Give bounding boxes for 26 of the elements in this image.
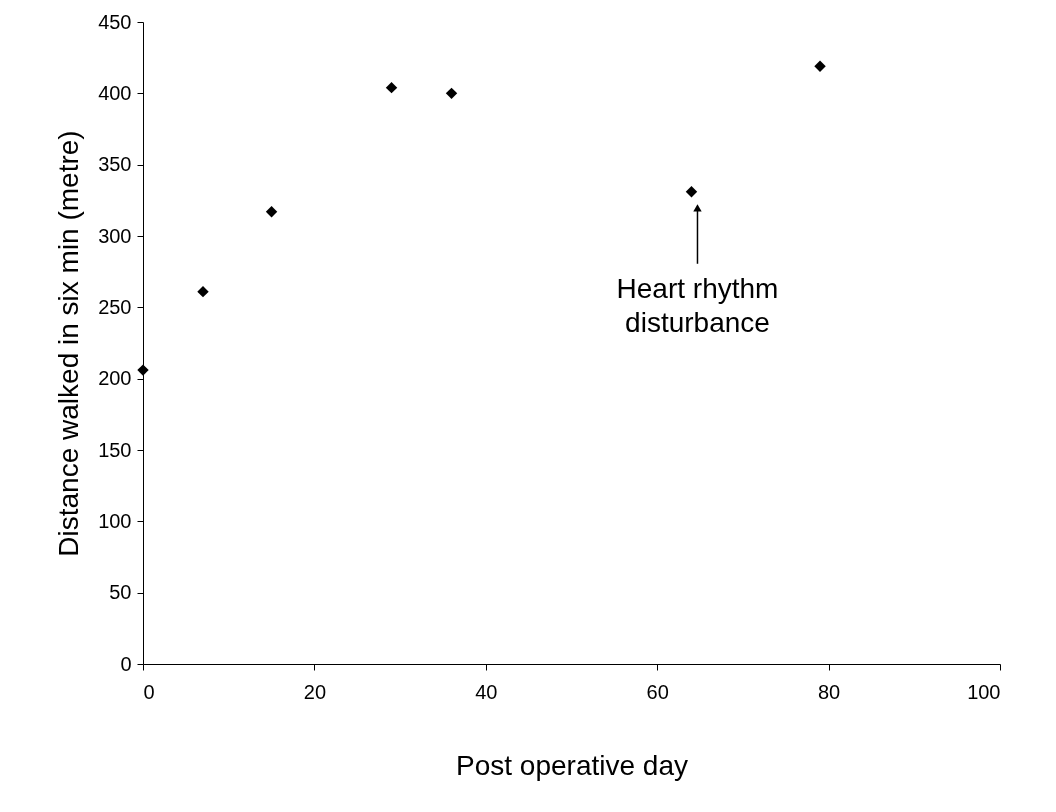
y-tick-label: 150 [98,438,132,461]
annotation: Heart rhythm disturbance [616,272,779,338]
y-tick-label: 350 [98,153,132,176]
y-tick-label: 200 [98,367,132,390]
y-tick-label: 0 [120,652,132,675]
point [197,285,209,298]
point [385,81,398,94]
y-axis-title: Distance walked in six min (metre) [53,130,85,557]
x-axis-title: Post operative day [456,749,688,781]
x-tick-label: 100 [967,680,1001,703]
y-tick-label: 400 [98,81,132,104]
y-tick-label: 50 [109,581,132,604]
x-tick-label: 60 [646,680,669,703]
y-tick-label: 100 [98,509,132,532]
x-tick-label: 80 [817,680,841,703]
point [445,87,458,100]
point [685,186,698,198]
point [814,60,826,72]
y-tick-label: 300 [98,224,132,247]
point [265,206,278,218]
x-tick-label: 40 [475,680,498,703]
point [137,364,149,376]
x-tick-label: 0 [143,680,155,703]
y-tick-label: 250 [98,295,132,318]
y-tick-label: 450 [98,10,132,33]
x-tick-label: 20 [303,680,327,703]
